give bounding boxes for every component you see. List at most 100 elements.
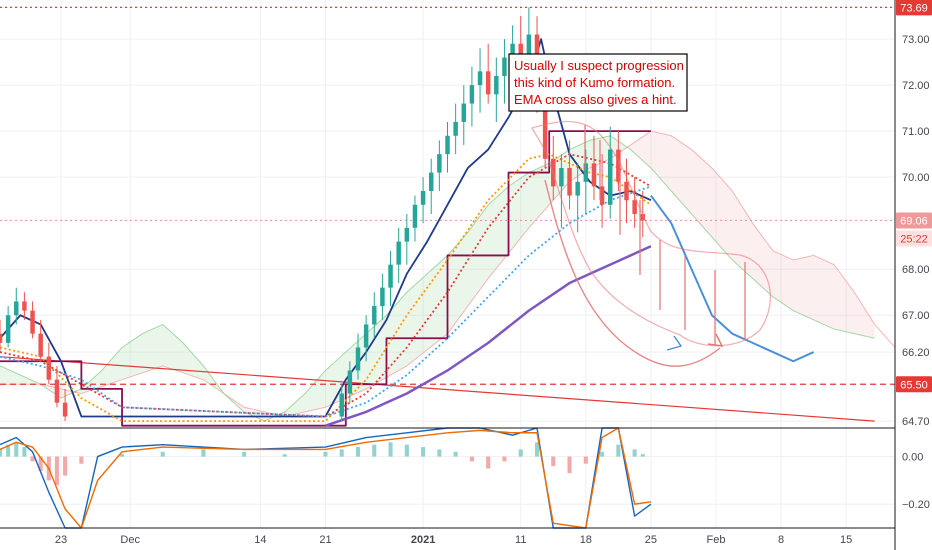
price-tick-0: 73.00 bbox=[902, 34, 930, 46]
price-badge-high-line: 73.69 bbox=[900, 2, 928, 14]
kumo-segment bbox=[378, 318, 383, 382]
kumo-segment bbox=[768, 245, 773, 297]
kumo-segment bbox=[602, 136, 607, 163]
kumo-segment bbox=[691, 149, 696, 219]
kumo-segment bbox=[296, 397, 302, 414]
candle-body-43 bbox=[616, 149, 621, 182]
price-tick-6: 66.20 bbox=[902, 347, 930, 359]
time-tick-6: 18 bbox=[580, 534, 592, 546]
kumo-segment bbox=[650, 131, 655, 173]
kumo-segment bbox=[199, 361, 204, 380]
kumo-segment bbox=[642, 133, 647, 165]
kumo-segment bbox=[341, 352, 346, 400]
projected-path-line bbox=[650, 194, 815, 363]
candle-body-30 bbox=[510, 43, 515, 58]
histogram-bar-20 bbox=[404, 444, 409, 457]
kumo-segment bbox=[394, 301, 399, 373]
kumo-segment bbox=[203, 365, 208, 383]
price-badge-bg-3 bbox=[896, 376, 932, 393]
kumo-segment bbox=[235, 401, 241, 409]
kumo-segment bbox=[748, 216, 753, 279]
candle-body-29 bbox=[502, 57, 507, 76]
candle-body-4 bbox=[30, 310, 35, 334]
kumo-segment bbox=[4, 367, 9, 385]
osc-tick-0: 0.00 bbox=[902, 452, 923, 464]
kumo-segment bbox=[447, 250, 452, 334]
projection-arrowhead bbox=[666, 335, 683, 351]
histogram-bar-13 bbox=[242, 451, 247, 457]
kumo-segment bbox=[435, 262, 440, 344]
kumo-segment bbox=[179, 339, 184, 373]
kumo-segment bbox=[117, 347, 123, 382]
annotation-line-1: Usually I suspect progression bbox=[514, 58, 684, 73]
kumo-segment bbox=[374, 322, 379, 385]
kumo-segment bbox=[732, 190, 737, 264]
histogram-bar-23 bbox=[453, 451, 458, 457]
candle-body-10 bbox=[347, 370, 353, 394]
kumo-segment bbox=[170, 331, 175, 371]
kumo-segment bbox=[659, 133, 664, 182]
kumo-segment bbox=[109, 356, 114, 384]
kumo-segment bbox=[687, 146, 692, 214]
kumo-segment bbox=[305, 388, 310, 412]
kumo-segment bbox=[138, 333, 143, 375]
candle-body-17 bbox=[404, 227, 410, 242]
kumo-segment bbox=[589, 139, 594, 168]
candle-body-36 bbox=[559, 167, 564, 187]
histogram-bar-5 bbox=[38, 456, 43, 471]
kumo-segment bbox=[488, 201, 493, 279]
candle-body-13 bbox=[372, 306, 377, 325]
kumo-segment bbox=[724, 181, 729, 256]
ema-long-line bbox=[325, 245, 652, 427]
kumo-segment bbox=[492, 197, 497, 274]
oscillator-axis[interactable]: 0.00 −0.20 bbox=[902, 452, 930, 512]
histogram-bar-18 bbox=[372, 444, 377, 457]
kumo-segment bbox=[158, 324, 163, 368]
annotation-line-2: this kind of Kumo formation. bbox=[514, 75, 675, 90]
kumo-segment bbox=[541, 165, 546, 214]
kumo-segment bbox=[703, 160, 708, 233]
histogram-bar-27 bbox=[518, 449, 523, 457]
kumo-segment bbox=[500, 190, 505, 264]
candle-body-7 bbox=[54, 379, 60, 403]
histogram-bar-11 bbox=[160, 451, 165, 457]
time-tick-2: 14 bbox=[254, 534, 266, 546]
kumo-segment bbox=[675, 138, 680, 201]
kumo-segment bbox=[317, 375, 322, 410]
kumo-segment bbox=[443, 255, 448, 337]
sketch-arrowhead bbox=[707, 333, 724, 347]
kumo-segment bbox=[716, 172, 721, 247]
annotation-note[interactable]: Usually I suspect progression this kind … bbox=[508, 53, 688, 112]
candle-body-20 bbox=[428, 172, 434, 191]
kumo-segment bbox=[382, 315, 387, 380]
kumo-segment bbox=[419, 277, 424, 357]
ema-fast-line bbox=[0, 153, 652, 422]
price-tick-2: 71.00 bbox=[902, 126, 930, 138]
kumo-segment bbox=[410, 284, 415, 363]
kumo-segment bbox=[370, 326, 375, 387]
kumo-segment bbox=[61, 388, 66, 399]
kumo-segment bbox=[211, 376, 216, 388]
histogram-bar-2 bbox=[14, 442, 19, 457]
price-axis[interactable]: 73.00 72.00 71.00 70.00 68.00 67.00 66.20 64.70 bbox=[902, 34, 930, 428]
histogram-bar-16 bbox=[339, 449, 344, 457]
kumo-segment bbox=[301, 393, 306, 413]
time-axis[interactable]: 23 Dec 14 21 2021 11 18 25 Feb 8 15 bbox=[55, 534, 852, 546]
candle-body-3 bbox=[22, 301, 27, 311]
kumo-segment bbox=[838, 270, 843, 331]
kumo-segment bbox=[695, 153, 700, 224]
annotation-box bbox=[508, 53, 688, 112]
candle-body-26 bbox=[477, 71, 483, 86]
kumo-segment bbox=[736, 197, 741, 268]
sketch-outline bbox=[531, 120, 772, 347]
kumo-segment bbox=[537, 167, 542, 219]
histogram-bar-0 bbox=[0, 449, 3, 457]
candle-body-40 bbox=[591, 163, 597, 187]
annotation-line-3: EMA cross also gives a hint. bbox=[514, 92, 677, 107]
horizontal-levels bbox=[0, 6, 895, 422]
histogram-bar-14 bbox=[282, 454, 287, 457]
kumo-segment bbox=[390, 306, 395, 376]
histogram-bar-33 bbox=[616, 444, 621, 457]
histogram-bar-4 bbox=[30, 456, 35, 462]
